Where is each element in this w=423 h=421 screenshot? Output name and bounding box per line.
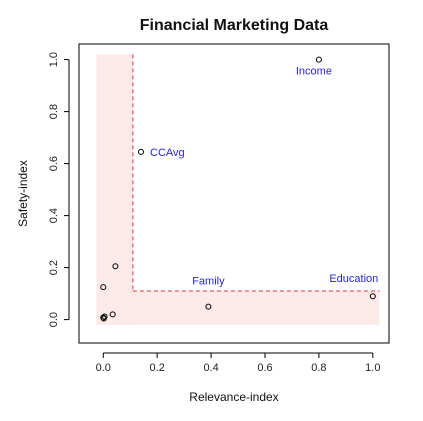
data-point	[138, 148, 144, 155]
point-label: CCAvg	[150, 147, 185, 159]
y-tick-label: 0.0	[48, 312, 60, 327]
y-tick-label: 0.8	[48, 104, 60, 119]
y-axis: 0.0 0.2 0.4 0.6 0.8 1.0	[48, 52, 70, 327]
x-tick-label: 0.8	[311, 362, 326, 374]
x-tick-label: 0.4	[203, 362, 218, 374]
x-tick-label: 1.0	[365, 362, 380, 374]
data-points	[100, 56, 376, 322]
data-point	[205, 303, 212, 310]
data-point	[369, 293, 376, 300]
data-point	[315, 56, 322, 63]
y-tick-label: 0.4	[48, 208, 60, 223]
point-label: Education	[329, 273, 378, 285]
x-tick-label: 0.0	[96, 362, 111, 374]
low-relevance-region	[96, 54, 133, 325]
x-tick-label: 0.2	[150, 362, 165, 374]
data-point	[100, 284, 107, 291]
point-label: Family	[192, 276, 225, 288]
threshold-lines	[132, 54, 380, 292]
safety-regions	[96, 54, 380, 325]
point-labels: Income CCAvg Family Education	[150, 66, 378, 288]
y-tick-label: 0.2	[48, 260, 60, 275]
data-point	[112, 263, 119, 270]
data-point	[100, 315, 107, 322]
y-tick-label: 0.6	[48, 156, 60, 171]
data-point	[109, 311, 116, 318]
y-tick-label: 1.0	[48, 52, 60, 67]
x-axis: 0.0 0.2 0.4 0.6 0.8 1.0	[96, 352, 380, 374]
point-label: Income	[296, 66, 332, 78]
chart-title: Financial Marketing Data	[140, 17, 329, 34]
x-axis-title: Relevance-index	[189, 390, 278, 404]
low-safety-region	[96, 291, 380, 325]
plot-frame	[78, 43, 390, 344]
y-axis-title: Safety-index	[16, 160, 30, 227]
x-tick-label: 0.6	[257, 362, 272, 374]
